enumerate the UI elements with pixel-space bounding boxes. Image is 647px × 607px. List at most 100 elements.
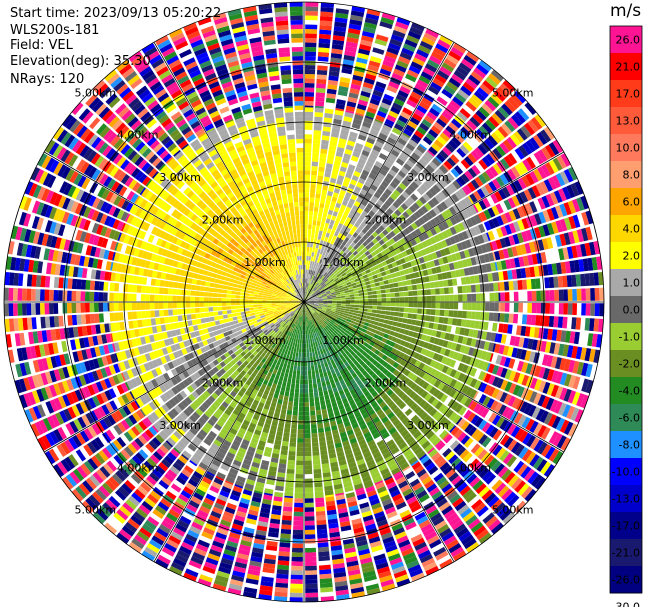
noise-gate	[216, 570, 230, 579]
noise-gate	[328, 75, 339, 82]
velocity-gate	[349, 307, 355, 310]
noise-gate	[542, 210, 551, 223]
noise-gate	[501, 406, 511, 418]
noise-gate	[427, 508, 440, 519]
velocity-gate	[305, 264, 308, 270]
velocity-gate	[321, 135, 330, 141]
noise-gate	[379, 527, 392, 536]
noise-gate	[467, 412, 476, 423]
noise-gate	[571, 317, 577, 330]
noise-gate	[121, 525, 135, 537]
noise-gate	[275, 578, 289, 584]
noise-gate	[76, 291, 81, 302]
velocity-gate	[444, 302, 450, 309]
noise-gate	[26, 274, 33, 287]
noise-gate	[105, 499, 118, 511]
noise-gate	[438, 114, 450, 125]
noise-gate	[292, 65, 303, 70]
noise-gate	[290, 11, 303, 16]
noise-gate	[216, 527, 229, 536]
noise-gate	[418, 75, 431, 85]
noise-gate	[457, 504, 470, 515]
noise-gate	[291, 565, 303, 571]
velocity-gate	[353, 312, 358, 317]
noise-gate	[480, 451, 492, 463]
noise-gate	[502, 323, 509, 334]
noise-gate	[585, 210, 594, 225]
velocity-gate	[435, 309, 440, 316]
noise-gate	[412, 482, 423, 492]
noise-gate	[365, 73, 377, 81]
velocity-gate	[390, 292, 396, 298]
noise-gate	[122, 502, 135, 514]
noise-gate	[305, 24, 318, 30]
noise-gate	[546, 355, 554, 367]
noise-gate	[424, 531, 438, 541]
noise-gate	[14, 379, 23, 394]
noise-gate	[53, 464, 65, 478]
noise-gate	[341, 68, 353, 75]
noise-gate	[21, 347, 28, 361]
noise-gate	[505, 408, 515, 420]
noise-gate	[97, 406, 107, 418]
noise-gate	[384, 118, 395, 127]
noise-gate	[548, 142, 560, 156]
noise-gate	[536, 131, 548, 145]
noise-gate	[67, 278, 73, 289]
noise-gate	[112, 374, 121, 385]
noise-gate	[591, 333, 598, 347]
noise-gate	[572, 230, 580, 244]
noise-gate	[113, 512, 126, 524]
noise-gate	[584, 348, 592, 362]
noise-gate	[478, 125, 490, 137]
noise-gate	[374, 38, 388, 47]
noise-gate	[236, 552, 249, 560]
velocity-gate	[322, 231, 327, 237]
velocity-gate	[353, 310, 359, 314]
noise-gate	[494, 129, 505, 141]
noise-gate	[575, 346, 583, 360]
noise-gate	[425, 462, 436, 472]
noise-gate	[359, 44, 372, 52]
noise-gate	[490, 460, 502, 472]
noise-gate	[353, 70, 365, 78]
noise-gate	[201, 531, 214, 540]
noise-gate	[346, 36, 359, 44]
noise-gate	[502, 345, 510, 356]
noise-gate	[280, 65, 291, 71]
noise-gate	[598, 318, 604, 333]
noise-gate	[518, 161, 529, 174]
noise-gate	[26, 288, 32, 301]
noise-gate	[392, 102, 403, 111]
noise-gate	[73, 418, 83, 431]
noise-gate	[507, 117, 519, 130]
velocity-gate	[408, 302, 414, 308]
velocity-gate	[320, 198, 326, 204]
velocity-gate	[388, 315, 395, 321]
noise-gate	[594, 287, 600, 301]
velocity-gate	[312, 143, 320, 149]
noise-gate	[519, 191, 529, 203]
velocity-gate	[380, 285, 386, 290]
velocity-gate	[320, 363, 325, 369]
noise-gate	[456, 111, 468, 122]
noise-gate	[304, 511, 315, 517]
noise-gate	[329, 66, 341, 73]
noise-gate	[315, 101, 325, 107]
noise-gate	[507, 494, 520, 507]
noise-gate	[83, 373, 91, 385]
noise-gate	[213, 477, 224, 486]
noise-gate	[419, 472, 430, 482]
noise-gate	[184, 568, 199, 578]
velocity-gate	[345, 304, 351, 307]
velocity-gate	[313, 206, 319, 212]
noise-gate	[436, 458, 447, 469]
noise-gate	[369, 98, 380, 106]
velocity-gate	[315, 243, 320, 249]
noise-gate	[465, 514, 478, 526]
noise-gate	[262, 498, 272, 505]
noise-gate	[535, 183, 545, 196]
noise-gate	[481, 436, 492, 448]
noise-gate	[235, 557, 248, 565]
noise-gate	[491, 205, 500, 216]
